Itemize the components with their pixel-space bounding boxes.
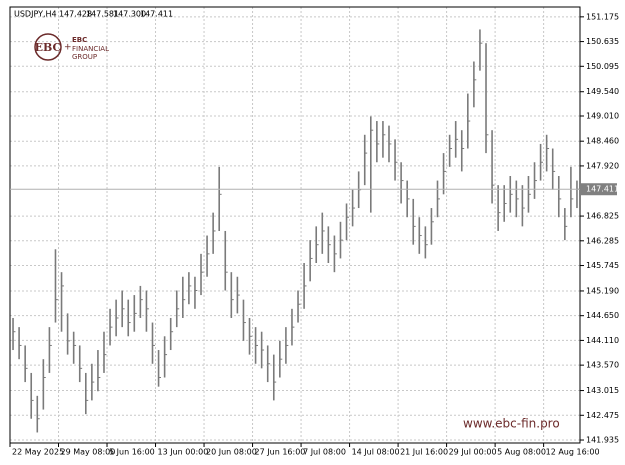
y-tick-label: 145.745 — [586, 261, 619, 270]
logo-name: GROUP — [72, 53, 97, 61]
y-tick-label: 144.110 — [586, 336, 619, 345]
y-tick-label: 151.175 — [586, 12, 619, 21]
low: 147.300 — [113, 10, 146, 19]
y-tick-label: 149.010 — [586, 112, 619, 121]
current-price-box — [581, 183, 617, 196]
plot-frame — [9, 6, 581, 444]
grid — [10, 7, 580, 443]
x-tick-label: 20 Jun 08:00 — [206, 448, 257, 457]
x-tick-label: 12 Aug 16:00 — [546, 448, 600, 457]
x-tick-label: 5 Aug 08:00 — [497, 448, 546, 457]
bars — [12, 29, 580, 433]
y-tick-label: 150.635 — [586, 37, 619, 46]
watermark: www.ebc-fin.pro — [463, 417, 560, 431]
x-tick-label: 29 Jul 00:00 — [449, 448, 497, 457]
y-tick-label: 141.935 — [586, 436, 619, 445]
x-tick-label: 29 May 08:00 — [61, 448, 116, 457]
y-tick-label: 147.920 — [586, 161, 619, 170]
symbol: USDJPY,H4 — [14, 10, 57, 19]
header: USDJPY,H4 147.428 147.581 147.300 147.41… — [14, 10, 173, 19]
y-tick-label: 142.475 — [586, 411, 619, 420]
x-tick-label: 22 May 2025 — [12, 448, 64, 457]
logo-plus: + — [64, 43, 72, 53]
y-tick-label: 150.095 — [586, 62, 619, 71]
close: 147.411 — [140, 10, 173, 19]
logo-mark: EBC — [35, 41, 62, 54]
y-tick-label: 146.825 — [586, 212, 619, 221]
y-tick-label: 145.190 — [586, 286, 619, 295]
y-tick-label: 149.540 — [586, 87, 619, 96]
y-tick-label: 143.570 — [586, 361, 619, 370]
logo: EBC + EBC FINANCIAL GROUP — [34, 33, 109, 61]
x-tick-label: 5 Jun 16:00 — [109, 448, 155, 457]
y-tick-label: 148.460 — [586, 137, 619, 146]
x-tick-label: 7 Jul 08:00 — [303, 448, 346, 457]
x-tick-label: 14 Jul 08:00 — [352, 448, 400, 457]
logo-ring — [34, 33, 62, 61]
y-tick-label: 144.650 — [586, 311, 619, 320]
x-tick-label: 27 Jun 16:00 — [255, 448, 306, 457]
y-tick-label: 146.285 — [586, 236, 619, 245]
y-tick-label: 143.015 — [586, 386, 619, 395]
x-tick-label: 13 Jun 00:00 — [158, 448, 209, 457]
logo-name: FINANCIAL — [72, 45, 109, 53]
logo-brand: EBC — [72, 36, 87, 44]
high: 147.581 — [86, 10, 119, 19]
x-tick-label: 21 Jul 16:00 — [400, 448, 448, 457]
open: 147.428 — [59, 10, 92, 19]
current-price-label: 147.411 — [586, 185, 619, 194]
